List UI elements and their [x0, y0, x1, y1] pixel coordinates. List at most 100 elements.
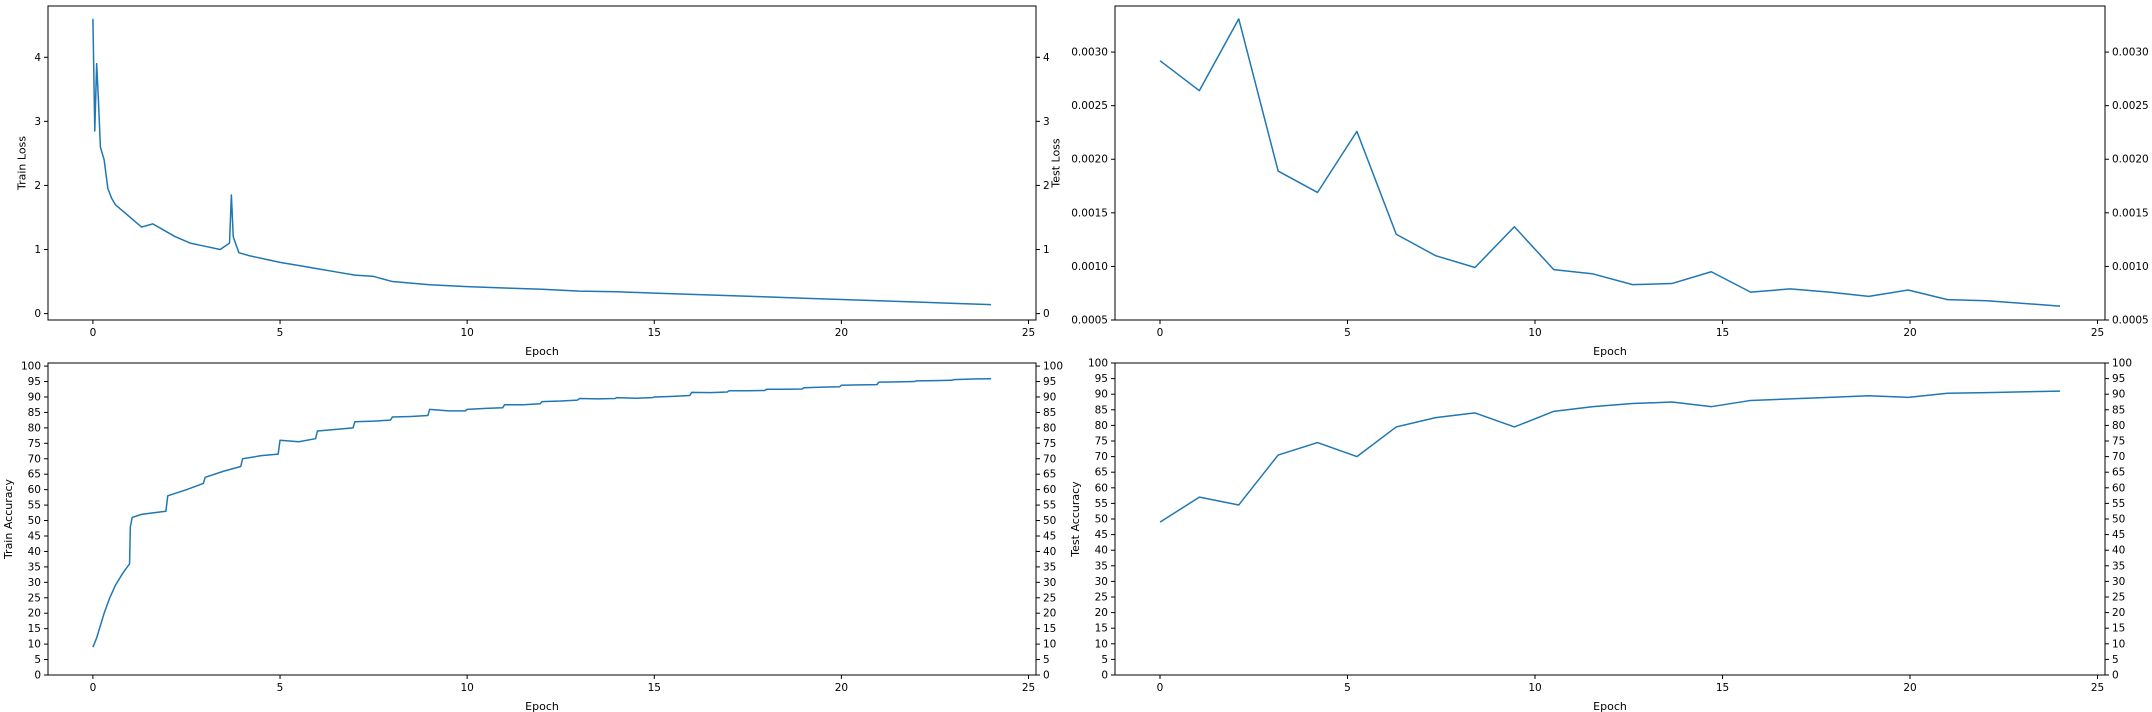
y-tick-label-right: 0 [1043, 308, 1050, 320]
y-tick-label: 2 [34, 180, 41, 192]
y-tick-label-right: 35 [1043, 561, 1056, 573]
y-tick-label: 15 [1095, 623, 1108, 635]
series-line-1 [1159, 18, 2061, 307]
y-tick-label: 55 [28, 500, 41, 512]
y-tick-label-right: 50 [1043, 515, 1056, 527]
y-tick-label: 65 [28, 469, 41, 481]
x-tick-label: 20 [835, 682, 848, 694]
x-tick-label: 10 [1528, 682, 1541, 694]
x-tick-label: 10 [1528, 327, 1541, 339]
x-tick-label: 15 [648, 327, 661, 339]
chart-panel-1: 0 5 10 15 20 25 0 0 1 1 2 2 3 3 4 4 Epoch Train Loss [15, 5, 1050, 358]
x-tick-label: 0 [90, 682, 97, 694]
y-tick-label-right: 0.0015 [2112, 207, 2149, 219]
y-tick-label-right: 0.0005 [2112, 315, 2149, 327]
y-tick-label-right: 35 [2112, 560, 2125, 572]
x-tick-label: 15 [1716, 327, 1729, 339]
y-tick-label-right: 0.0020 [2112, 154, 2149, 166]
y-tick-label-right: 100 [2112, 358, 2132, 370]
y-tick-label-right: 90 [1043, 391, 1056, 403]
axes-frame [1114, 362, 2106, 676]
y-tick-label-right: 15 [1043, 623, 1056, 635]
y-tick-label-right: 95 [1043, 376, 1056, 388]
x-tick-label: 5 [1344, 682, 1351, 694]
y-tick-label: 100 [21, 361, 41, 373]
y-tick-label: 15 [28, 623, 41, 635]
x-tick-label: 20 [1903, 327, 1916, 339]
y-tick-label: 0 [1101, 670, 1108, 682]
y-tick-label-right: 2 [1043, 180, 1050, 192]
y-tick-label: 95 [28, 376, 41, 388]
y-tick-label: 35 [28, 561, 41, 573]
y-tick-label-right: 65 [2112, 467, 2125, 479]
y-tick-label-right: 60 [1043, 484, 1056, 496]
y-tick-label-right: 60 [2112, 482, 2125, 494]
y-tick-label: 60 [28, 484, 41, 496]
y-tick-label-right: 85 [2112, 404, 2125, 416]
y-tick-label: 85 [28, 407, 41, 419]
y-tick-label-right: 75 [1043, 438, 1056, 450]
y-tick-label-right: 55 [2112, 498, 2125, 510]
y-tick-label-right: 0.0030 [2112, 47, 2149, 59]
y-tick-label-right: 100 [1043, 361, 1063, 373]
y-tick-label: 90 [28, 391, 41, 403]
y-axis-label: Train Loss [15, 136, 28, 191]
y-tick-label-right: 5 [2112, 654, 2119, 666]
y-tick-label-right: 5 [1043, 654, 1050, 666]
y-tick-label: 70 [28, 453, 41, 465]
y-tick-label: 30 [28, 577, 41, 589]
series-line-1 [92, 378, 992, 648]
y-tick-label-right: 0 [2112, 670, 2119, 682]
y-tick-label: 0.0015 [1071, 207, 1108, 219]
x-tick-label: 25 [2091, 682, 2104, 694]
y-tick-label: 25 [1095, 592, 1108, 604]
y-tick-label: 75 [1095, 436, 1108, 448]
y-tick-label: 4 [34, 52, 41, 64]
x-tick-label: 5 [277, 682, 284, 694]
y-tick-label-right: 10 [2112, 638, 2125, 650]
y-tick-label: 35 [1095, 560, 1108, 572]
x-tick-label: 10 [460, 682, 473, 694]
y-tick-label-right: 65 [1043, 469, 1056, 481]
y-tick-label: 20 [1095, 607, 1108, 619]
y-tick-label-right: 40 [2112, 545, 2125, 557]
y-tick-label-right: 10 [1043, 639, 1056, 651]
y-tick-label: 0 [34, 670, 41, 682]
y-tick-label: 0.0005 [1071, 315, 1108, 327]
y-tick-label: 70 [1095, 451, 1108, 463]
y-tick-label-right: 15 [2112, 623, 2125, 635]
y-tick-label-right: 1 [1043, 244, 1050, 256]
x-tick-label: 25 [1022, 327, 1035, 339]
y-tick-label-right: 80 [2112, 420, 2125, 432]
x-axis-label: Epoch [1593, 345, 1627, 358]
y-tick-label: 45 [28, 530, 41, 542]
x-tick-label: 5 [277, 327, 284, 339]
y-tick-label: 60 [1095, 482, 1108, 494]
y-tick-label: 5 [34, 654, 41, 666]
y-tick-label: 90 [1095, 389, 1108, 401]
y-tick-label: 0.0030 [1071, 47, 1108, 59]
x-tick-label: 5 [1344, 327, 1351, 339]
y-tick-label: 10 [28, 639, 41, 651]
x-tick-label: 25 [1022, 682, 1035, 694]
y-tick-label: 0.0020 [1071, 154, 1108, 166]
y-tick-label-right: 45 [1043, 530, 1056, 542]
y-tick-label-right: 40 [1043, 546, 1056, 558]
x-tick-label: 20 [835, 327, 848, 339]
y-axis-label: Test Accuracy [1069, 481, 1082, 558]
x-tick-label: 25 [2091, 327, 2104, 339]
y-tick-label: 55 [1095, 498, 1108, 510]
y-tick-label-right: 30 [1043, 577, 1056, 589]
y-tick-label-right: 0.0025 [2112, 100, 2149, 112]
y-tick-label: 40 [1095, 545, 1108, 557]
y-tick-label: 65 [1095, 467, 1108, 479]
y-tick-label: 1 [34, 244, 41, 256]
y-tick-label-right: 0.0010 [2112, 261, 2149, 273]
y-tick-label: 50 [1095, 514, 1108, 526]
y-tick-label: 10 [1095, 638, 1108, 650]
y-tick-label: 20 [28, 608, 41, 620]
y-tick-label: 3 [34, 116, 41, 128]
y-tick-label-right: 20 [1043, 608, 1056, 620]
y-tick-label: 80 [28, 422, 41, 434]
